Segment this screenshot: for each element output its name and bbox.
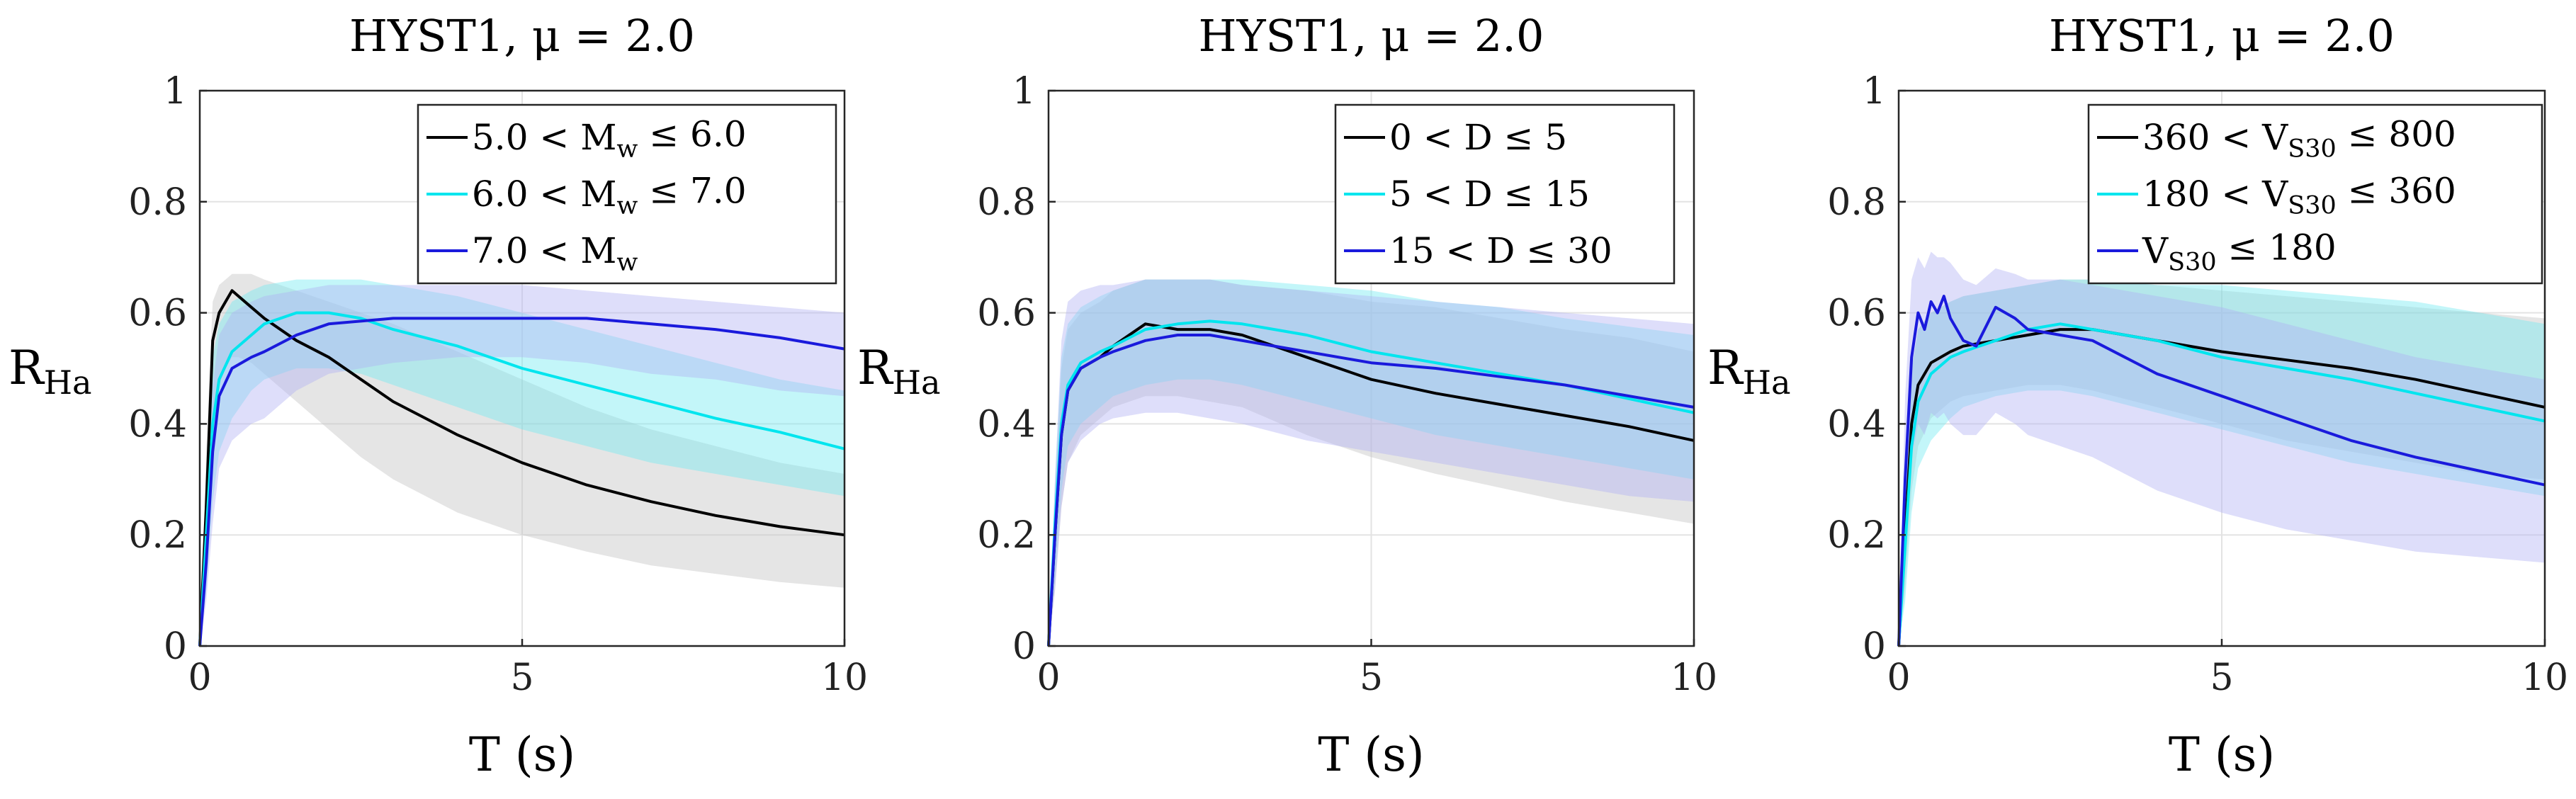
x-tick-label: 10 xyxy=(2521,657,2568,699)
legend: 5.0 < Mw ≤ 6.0 6.0 < Mw ≤ 7.0 7.0 < Mw xyxy=(417,103,837,285)
y-tick-label: 0.6 xyxy=(128,293,187,335)
x-axis-label: T (s) xyxy=(2169,727,2275,782)
y-tick-label: 0.4 xyxy=(128,403,187,446)
x-tick-label: 5 xyxy=(1360,657,1383,699)
chart-title: HYST1, μ = 2.0 xyxy=(349,10,695,62)
y-tick-label: 0.2 xyxy=(128,514,187,557)
legend: 360 < VS30 ≤ 800 180 < VS30 ≤ 360 VS30 ≤ 1… xyxy=(2087,103,2543,285)
confidence-band-3 xyxy=(1049,279,1694,647)
series-line-3 xyxy=(1897,295,2546,647)
series-line-3 xyxy=(198,317,845,647)
series-line-2 xyxy=(198,311,845,647)
confidence-band-1 xyxy=(1899,279,2545,647)
series-line-2 xyxy=(1897,322,2546,647)
panel-2: 0 5 10 0 0.2 0.4 0.6 0.8 1 HYST1, μ = 2.0 T (s) RHa… xyxy=(857,10,1717,782)
legend-label-3: VS30 ≤ 180 xyxy=(2142,227,2337,277)
confidence-band-3 xyxy=(200,285,844,646)
chart-title: HYST1, μ = 2.0 xyxy=(1199,10,1544,62)
legend-label-3: 15 < D ≤ 30 xyxy=(1389,230,1612,271)
y-tick-label: 0 xyxy=(1012,625,1036,668)
x-tick-label: 0 xyxy=(1036,657,1060,699)
legend-label-1: 0 < D ≤ 5 xyxy=(1389,117,1567,158)
confidence-band-1 xyxy=(200,273,844,646)
y-tick-label: 1 xyxy=(164,70,187,113)
legend-label-3: 7.0 < Mw xyxy=(472,230,638,277)
y-tick-label: 0.8 xyxy=(128,181,187,224)
legend-box xyxy=(417,103,837,285)
confidence-band-3 xyxy=(1899,251,2545,646)
confidence-band-1 xyxy=(1049,279,1694,647)
panel-1: 0 5 10 0 0.2 0.4 0.6 0.8 1 HYST1, μ = 2.0 T (s) RHa… xyxy=(9,10,868,782)
x-tick-label: 0 xyxy=(188,657,211,699)
chart-title: HYST1, μ = 2.0 xyxy=(2049,10,2395,62)
legend: 0 < D ≤ 5 5 < D ≤ 15 15 < D ≤ 30 xyxy=(1334,103,1676,285)
y-axis-label: RHa xyxy=(1707,341,1791,402)
panel-3: 0 5 10 0 0.2 0.4 0.6 0.8 1 HYST1, μ = 2.0 T (s) RHa… xyxy=(1707,10,2568,782)
y-tick-label: 0.2 xyxy=(977,514,1036,557)
y-axis-label: RHa xyxy=(857,341,941,402)
confidence-band-2 xyxy=(200,279,844,647)
y-tick-label: 0.4 xyxy=(977,403,1036,446)
series-line-3 xyxy=(1047,334,1695,647)
legend-label-2: 5 < D ≤ 15 xyxy=(1389,174,1590,215)
y-tick-label: 0.6 xyxy=(977,293,1036,335)
y-tick-label: 0.8 xyxy=(977,181,1036,224)
y-tick-label: 0.8 xyxy=(1827,181,1886,224)
y-axis-label: RHa xyxy=(9,341,92,402)
legend-box xyxy=(1334,103,1676,285)
y-tick-label: 0 xyxy=(1863,625,1886,668)
y-tick-label: 0.6 xyxy=(1827,293,1886,335)
x-tick-label: 5 xyxy=(2210,657,2233,699)
x-tick-label: 10 xyxy=(821,657,868,699)
confidence-band-2 xyxy=(1899,279,2545,647)
legend-label-2: 6.0 < Mw ≤ 7.0 xyxy=(472,171,747,220)
legend-label-1: 5.0 < Mw ≤ 6.0 xyxy=(472,114,747,164)
y-tick-label: 0 xyxy=(164,625,187,668)
y-tick-label: 1 xyxy=(1012,70,1036,113)
legend-label-1: 360 < VS30 ≤ 800 xyxy=(2142,114,2456,164)
legend-label-2: 180 < VS30 ≤ 360 xyxy=(2142,171,2456,220)
y-tick-label: 0.2 xyxy=(1827,514,1886,557)
x-tick-label: 0 xyxy=(1887,657,1910,699)
confidence-band-2 xyxy=(1049,279,1694,647)
y-tick-label: 0.4 xyxy=(1827,403,1886,446)
x-tick-label: 10 xyxy=(1671,657,1717,699)
y-tick-label: 1 xyxy=(1863,70,1886,113)
x-tick-label: 5 xyxy=(510,657,533,699)
x-axis-label: T (s) xyxy=(1318,727,1424,782)
legend-box xyxy=(2087,103,2543,285)
x-axis-label: T (s) xyxy=(469,727,575,782)
series-line-1 xyxy=(198,289,845,647)
